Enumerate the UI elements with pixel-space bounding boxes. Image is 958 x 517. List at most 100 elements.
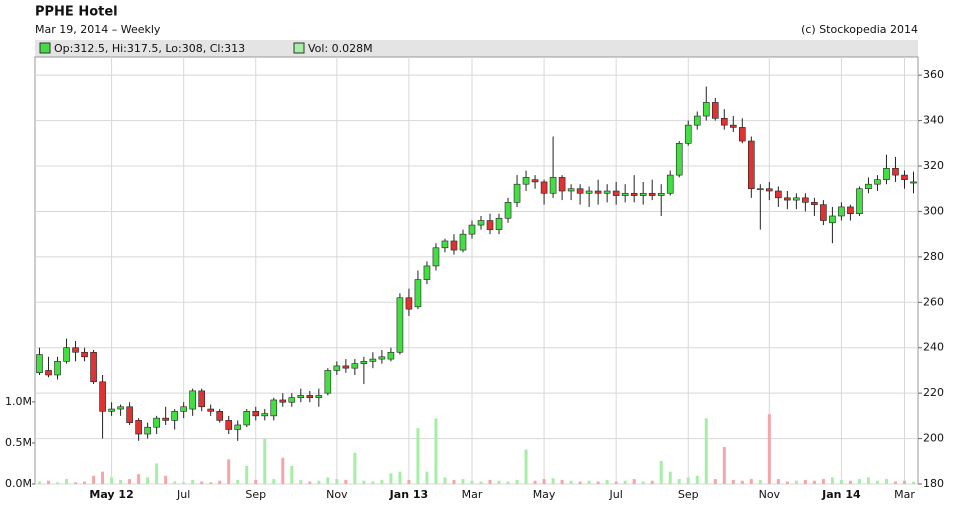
plot-area: [34, 56, 919, 485]
candle-body: [883, 167, 890, 180]
x-tick-label: Nov: [326, 488, 348, 501]
volume-bar: [479, 481, 483, 484]
candle-body: [766, 188, 773, 192]
volume-bar: [866, 477, 870, 484]
candle-body: [612, 190, 620, 196]
volume-bar: [641, 481, 645, 484]
y-tick-label: 260: [923, 295, 944, 308]
candle-body: [225, 420, 233, 430]
volume-bar: [263, 438, 267, 484]
candle-body: [711, 102, 719, 119]
candle-body: [117, 406, 124, 410]
volume-bar: [596, 481, 600, 484]
candle-body: [81, 351, 88, 358]
candle-body: [775, 190, 782, 199]
y-tick-label: 200: [923, 432, 944, 445]
candle-body: [838, 206, 845, 217]
candle-body: [693, 115, 701, 126]
candle-body: [675, 143, 683, 176]
candle-body: [585, 190, 593, 194]
source: (c) Stockopedia 2014: [801, 23, 918, 36]
candle-body: [270, 399, 278, 417]
volume-bar: [173, 481, 177, 484]
volume-bar: [461, 479, 465, 484]
x-tick-label: Sep: [678, 488, 699, 501]
volume-bar: [425, 471, 429, 484]
y-tick-label: 180: [923, 477, 944, 490]
volume-bar: [272, 479, 276, 484]
legend-swatch: [39, 42, 51, 54]
volume-bar: [353, 452, 357, 484]
y-tick-label: 220: [923, 386, 944, 399]
candle-body: [288, 397, 296, 403]
candle-body: [252, 411, 260, 417]
volume-bar: [434, 418, 438, 484]
candle-body: [630, 192, 638, 196]
volume-bar: [632, 479, 636, 484]
candle-body: [531, 179, 539, 183]
volume-bar: [92, 475, 96, 484]
volume-bar: [623, 480, 627, 484]
volume-bar: [74, 482, 78, 484]
volume-bar: [119, 479, 123, 484]
candle-body: [180, 406, 187, 412]
candle-body: [576, 188, 584, 194]
candle-body: [874, 179, 881, 185]
candle-body: [901, 174, 908, 180]
volume-bar: [704, 418, 708, 484]
candle-body: [522, 177, 530, 185]
x-tick-label: Sep: [245, 488, 266, 501]
volume-bar: [362, 480, 366, 484]
volume-bar: [731, 479, 735, 484]
volume-bar: [227, 459, 231, 484]
candle-body: [90, 351, 97, 383]
candle-body: [603, 190, 611, 194]
volume-bar: [614, 481, 618, 484]
volume-bar: [56, 482, 60, 484]
candle-body: [621, 192, 629, 196]
volume-bar: [650, 480, 654, 484]
x-tick-label: May: [533, 488, 556, 501]
volume-bar: [218, 480, 222, 484]
candle-body: [243, 411, 251, 426]
volume-bar: [659, 461, 663, 484]
candle-body: [387, 351, 395, 360]
candle-body: [333, 365, 341, 371]
candle-body: [234, 424, 242, 430]
x-tick-label: May 12: [89, 488, 133, 501]
volume-bar: [497, 480, 501, 484]
x-tick-label: Mar: [462, 488, 483, 501]
volume-bar: [416, 428, 420, 484]
volume-bar: [245, 465, 249, 484]
candle-body: [189, 390, 196, 410]
y-tick-label: 280: [923, 250, 944, 263]
candle-body: [495, 217, 503, 230]
candle-body: [468, 224, 476, 235]
volume-bar: [128, 479, 132, 484]
volume-bar: [848, 480, 852, 484]
volume-bar: [821, 479, 825, 484]
volume-bar: [389, 473, 393, 484]
volume-bar: [533, 480, 537, 484]
volume-bar: [785, 481, 789, 484]
candle-body: [910, 181, 917, 184]
volume-bar: [506, 481, 510, 484]
candle-body: [441, 240, 449, 249]
volume-bar: [191, 479, 195, 484]
x-tick-label: Jul: [176, 488, 190, 501]
volume-bar: [758, 479, 762, 484]
candle-body: [72, 347, 79, 353]
candle-body: [549, 177, 557, 194]
volume-bar: [767, 414, 771, 484]
candle-body: [702, 102, 710, 117]
candle-body: [369, 358, 377, 362]
candle-body: [450, 240, 458, 251]
candle-body: [684, 124, 692, 144]
volume-bar: [146, 477, 150, 484]
candle-body: [504, 202, 512, 219]
volume-bar: [110, 477, 114, 484]
volume-bar: [524, 449, 528, 484]
volume-bar: [317, 480, 321, 484]
candle-body: [108, 408, 115, 412]
